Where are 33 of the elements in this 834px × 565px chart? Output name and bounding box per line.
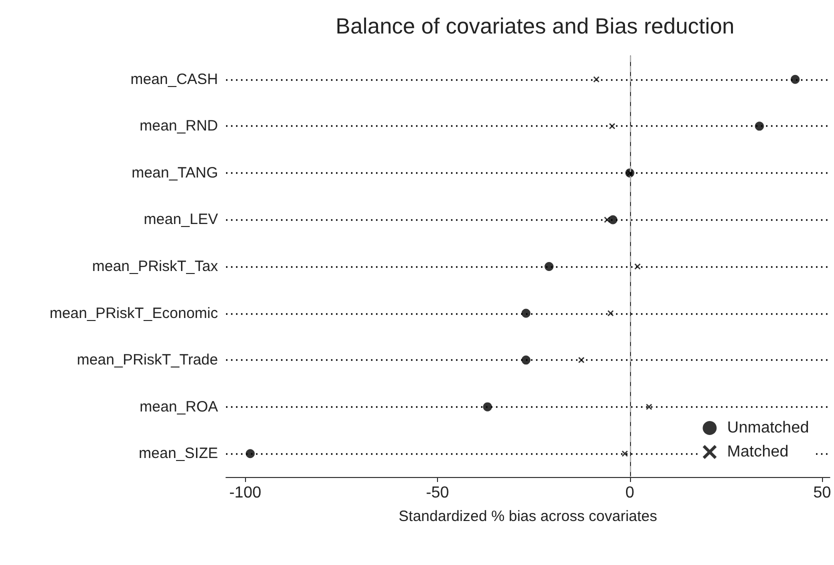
chart-title: Balance of covariates and Bias reduction (336, 14, 734, 38)
y-tick-label: mean_PRiskT_Economic (50, 304, 218, 322)
point (483, 402, 492, 412)
y-tick-label: mean_LEV (144, 211, 218, 228)
y-tick-label: mean_RND (140, 118, 218, 135)
point (521, 356, 530, 365)
point (604, 216, 610, 223)
legend-label: Unmatched (727, 420, 810, 436)
x-tick-label: -100 (229, 484, 262, 502)
point (754, 122, 764, 131)
y-tick-label: mean_PRiskT_Trade (76, 352, 218, 369)
point (622, 450, 628, 457)
point (593, 76, 600, 82)
point (646, 404, 652, 410)
y-tick-label: mean_TANG (132, 164, 218, 182)
x-axis-title: Standardized % bias across covariates (398, 508, 658, 525)
y-tick-label: mean_ROA (140, 398, 218, 416)
point (544, 262, 554, 271)
point (634, 264, 640, 270)
point (608, 310, 614, 316)
point (790, 74, 800, 84)
point (246, 449, 255, 458)
x-tick-label: -50 (426, 484, 450, 502)
x-tick-label: 50 (813, 484, 832, 502)
point (608, 215, 618, 224)
legend-label: Matched (727, 444, 789, 460)
y-tick-label: mean_PRiskT_Tax (92, 258, 218, 275)
y-tick-label: mean_SIZE (138, 445, 218, 462)
y-tick-label: mean_CASH (130, 70, 218, 88)
point (578, 357, 584, 364)
x-tick-label: 0 (625, 484, 634, 502)
point (521, 308, 530, 318)
point (609, 123, 616, 130)
